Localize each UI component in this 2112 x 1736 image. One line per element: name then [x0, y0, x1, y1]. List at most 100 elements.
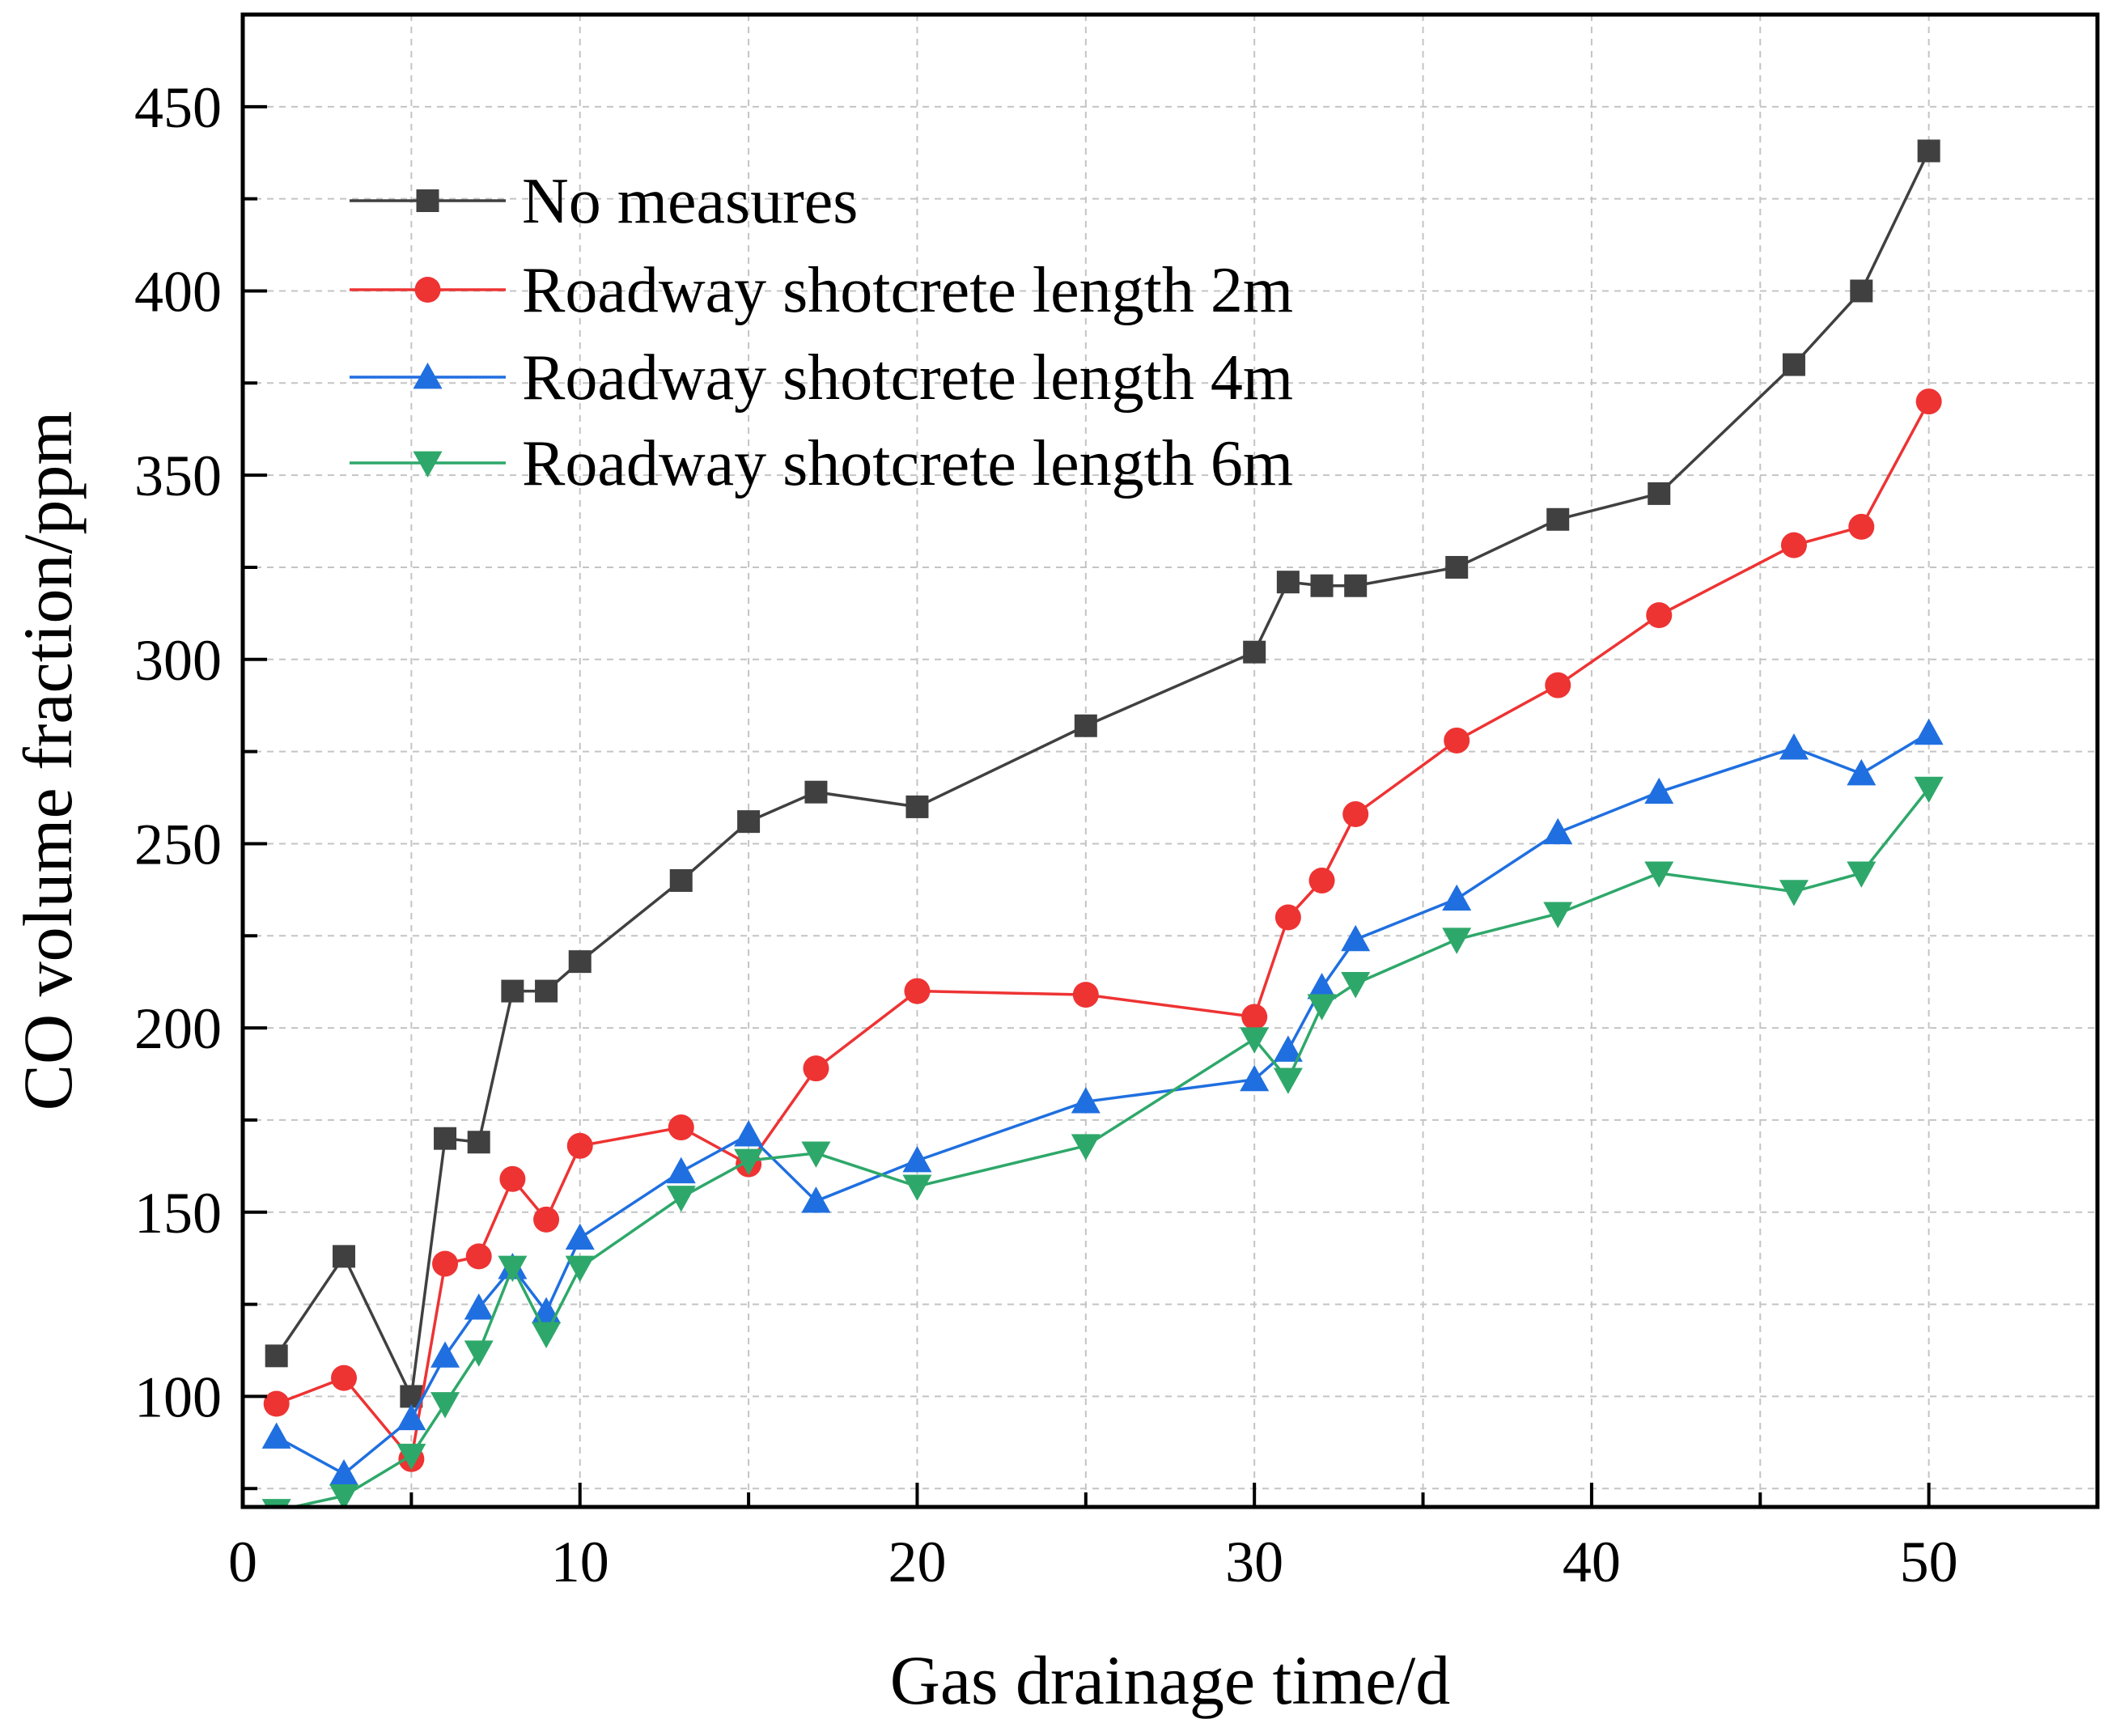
- y-tick-label: 450: [134, 75, 222, 140]
- data-point: [1848, 513, 1875, 540]
- x-axis-title: Gas drainage time/d: [890, 1641, 1451, 1719]
- data-point: [1344, 574, 1368, 597]
- data-point: [434, 1127, 457, 1150]
- y-tick-label: 250: [134, 812, 222, 876]
- data-point: [902, 1146, 932, 1173]
- series-2: [263, 388, 1942, 1472]
- data-point: [1341, 924, 1371, 952]
- data-point: [533, 1206, 560, 1233]
- plot-frame: [240, 12, 2100, 1509]
- data-point: [1780, 532, 1807, 558]
- legend-label: No measures: [522, 166, 858, 237]
- data-point: [1442, 927, 1472, 954]
- data-point: [1445, 555, 1469, 579]
- data-point: [1850, 279, 1873, 303]
- data-point: [668, 1114, 694, 1141]
- data-point: [397, 1403, 426, 1431]
- data-point: [1071, 1087, 1101, 1114]
- data-point: [566, 1132, 593, 1159]
- data-point: [1307, 973, 1337, 1000]
- data-point: [803, 1055, 829, 1082]
- data-point: [1241, 1004, 1268, 1030]
- data-point: [1071, 1134, 1101, 1161]
- data-point: [1779, 733, 1809, 760]
- legend-marker: [414, 277, 441, 303]
- data-point: [801, 1186, 831, 1213]
- data-point: [1847, 861, 1877, 888]
- data-point: [265, 1344, 288, 1368]
- data-point: [565, 1223, 595, 1250]
- y-tick-label: 100: [134, 1365, 222, 1429]
- data-point: [565, 1255, 595, 1283]
- legend-item: No measures: [350, 166, 858, 237]
- data-point: [397, 1443, 426, 1471]
- data-point: [1442, 884, 1472, 911]
- data-point: [734, 1148, 764, 1176]
- data-point: [430, 1392, 460, 1419]
- data-point: [465, 1243, 492, 1270]
- y-tick-label: 300: [134, 628, 222, 693]
- x-tick-label: 0: [228, 1530, 257, 1594]
- legend-label: Roadway shotcrete length 6m: [522, 428, 1293, 499]
- legend-item: Roadway shotcrete length 4m: [350, 342, 1293, 414]
- legend-marker: [413, 451, 443, 478]
- series-3: [261, 718, 1944, 1486]
- data-point: [1644, 861, 1674, 888]
- data-point: [1915, 388, 1942, 415]
- data-point: [501, 979, 524, 1003]
- data-point: [1648, 482, 1671, 505]
- axis-ticks: 0 10 20 30 40 50 100 150 200 250 300 350 400 450: [134, 75, 1958, 1594]
- data-point: [532, 1322, 562, 1349]
- data-point: [666, 1186, 696, 1212]
- data-point: [1444, 727, 1470, 753]
- data-point: [1276, 571, 1300, 594]
- data-point: [905, 795, 929, 818]
- data-point: [261, 1422, 291, 1449]
- data-point: [1644, 777, 1674, 804]
- data-point: [331, 1365, 358, 1391]
- data-point: [1273, 1035, 1303, 1062]
- legend-marker: [416, 189, 439, 212]
- legend-label: Roadway shotcrete length 4m: [522, 342, 1293, 414]
- data-point: [1342, 801, 1369, 828]
- grid: [243, 15, 2097, 1507]
- data-point: [333, 1245, 356, 1268]
- data-point: [568, 950, 592, 974]
- data-point: [1243, 640, 1266, 664]
- data-point: [329, 1459, 359, 1486]
- data-point: [1646, 602, 1673, 629]
- data-point: [498, 1255, 528, 1283]
- data-point: [904, 978, 931, 1004]
- data-point: [666, 1157, 696, 1184]
- data-point: [1240, 1064, 1270, 1092]
- data-point: [464, 1340, 494, 1367]
- data-point: [1914, 776, 1944, 804]
- data-point: [430, 1341, 460, 1368]
- legend-label: Roadway shotcrete length 2m: [522, 255, 1293, 326]
- data-point: [1914, 718, 1944, 745]
- legend: No measures Roadway shotcrete length 2m Ro…: [350, 166, 1293, 499]
- y-tick-label: 150: [134, 1181, 222, 1246]
- data-point: [902, 1174, 932, 1201]
- data-point: [1273, 1067, 1303, 1094]
- x-tick-label: 20: [888, 1530, 946, 1594]
- data-point: [804, 780, 828, 804]
- data-point: [1308, 867, 1335, 893]
- data-point: [464, 1293, 494, 1320]
- legend-item: Roadway shotcrete length 2m: [350, 255, 1293, 326]
- x-tick-label: 30: [1225, 1530, 1283, 1594]
- data-point: [801, 1141, 831, 1168]
- x-tick-label: 10: [551, 1530, 609, 1594]
- data-point: [1341, 972, 1371, 999]
- data-point: [1310, 574, 1334, 597]
- data-point: [1546, 507, 1570, 531]
- x-tick-label: 50: [1900, 1530, 1958, 1594]
- data-point: [1545, 672, 1571, 698]
- series-4: [261, 776, 1944, 1507]
- x-tick-label: 40: [1563, 1530, 1621, 1594]
- data-point: [1847, 758, 1877, 786]
- data-point: [1072, 982, 1099, 1008]
- data-point: [329, 1483, 359, 1507]
- data-point: [1274, 904, 1301, 931]
